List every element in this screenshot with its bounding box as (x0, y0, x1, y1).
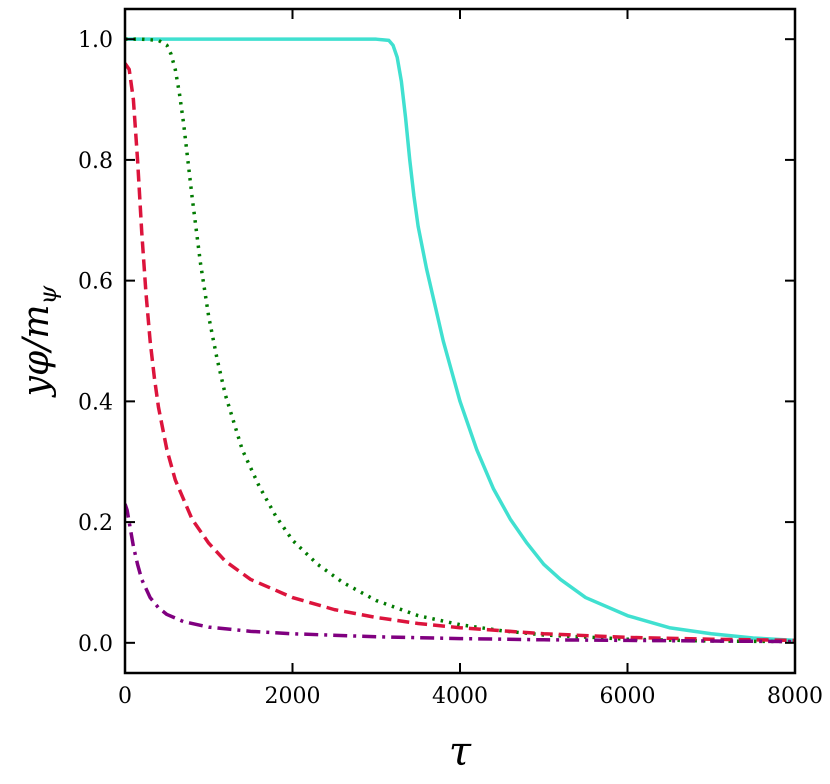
y-axis-label: yφ/mψ (16, 285, 62, 399)
series-line-3 (125, 62, 795, 643)
y-tick-label: 0.4 (78, 390, 113, 415)
y-tick-label: 0.2 (78, 511, 113, 536)
y-tick-label: 0.8 (78, 149, 113, 174)
plot-frame (123, 7, 797, 675)
x-tick-label: 2000 (265, 684, 321, 709)
y-tick-label: 1.0 (78, 28, 113, 53)
series-line-4 (125, 503, 795, 644)
x-tick-label: 0 (118, 684, 132, 709)
y-tick-label: 0.6 (78, 270, 113, 295)
series-line-2 (125, 37, 795, 644)
x-tick-label: 4000 (432, 684, 488, 709)
x-tick-label: 8000 (767, 684, 823, 709)
y-axis-label-main: yφ/m (16, 305, 57, 399)
x-tick-label: 6000 (600, 684, 656, 709)
y-axis-label-subscript: ψ (34, 285, 62, 305)
y-tick-label: 0.0 (78, 632, 113, 657)
series-layer (125, 37, 795, 644)
ticks-layer: 0 2000 4000 6000 8000 0.0 0.2 0.4 0.6 0.8 1.0 (78, 9, 823, 709)
series-line-1 (125, 37, 795, 643)
x-axis-label: τ (449, 729, 472, 775)
